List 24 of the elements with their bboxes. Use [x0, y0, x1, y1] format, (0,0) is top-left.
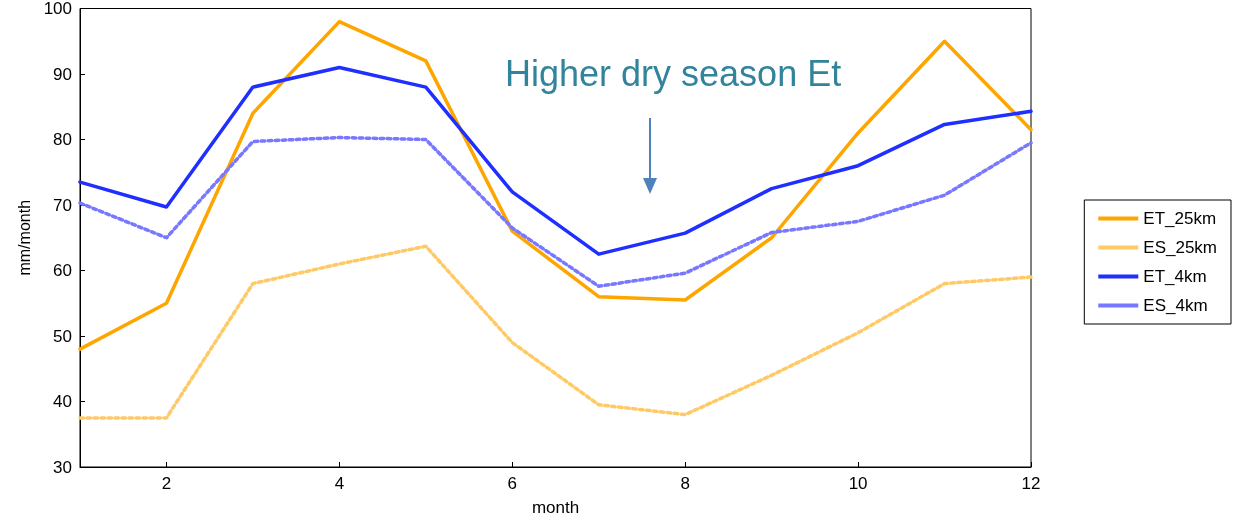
line-series: [78, 244, 1033, 420]
x-tick-label: 4: [334, 474, 345, 493]
y-axis-title: mm/month: [15, 199, 33, 276]
x-tick-label: 2: [161, 474, 172, 493]
x-tick-label: 6: [507, 474, 518, 493]
y-tick-label: 90: [53, 64, 72, 84]
y-tick-label: 30: [53, 457, 72, 477]
y-tick-label: 40: [53, 392, 72, 411]
y-tick-label: 50: [53, 326, 72, 346]
line-series: [78, 19, 1033, 351]
y-tick-label: 60: [53, 261, 72, 280]
y-tick-label: 70: [53, 195, 72, 215]
y-tick-label: 100: [43, 0, 72, 18]
line-series: [78, 135, 1033, 288]
y-tick-label: 80: [53, 130, 72, 149]
legend-label: ET_25km: [1143, 209, 1217, 228]
annotation: Higher dry season Et: [505, 52, 842, 94]
x-tick-label: 10: [848, 474, 868, 493]
legend-label: ET_4km: [1143, 267, 1207, 286]
legend-label: ES_4km: [1143, 296, 1208, 315]
legend-label: ES_25km: [1143, 238, 1217, 257]
x-axis-title: month: [531, 498, 580, 517]
x-tick-label: 8: [680, 474, 690, 493]
x-tick-label: 12: [1021, 474, 1041, 493]
